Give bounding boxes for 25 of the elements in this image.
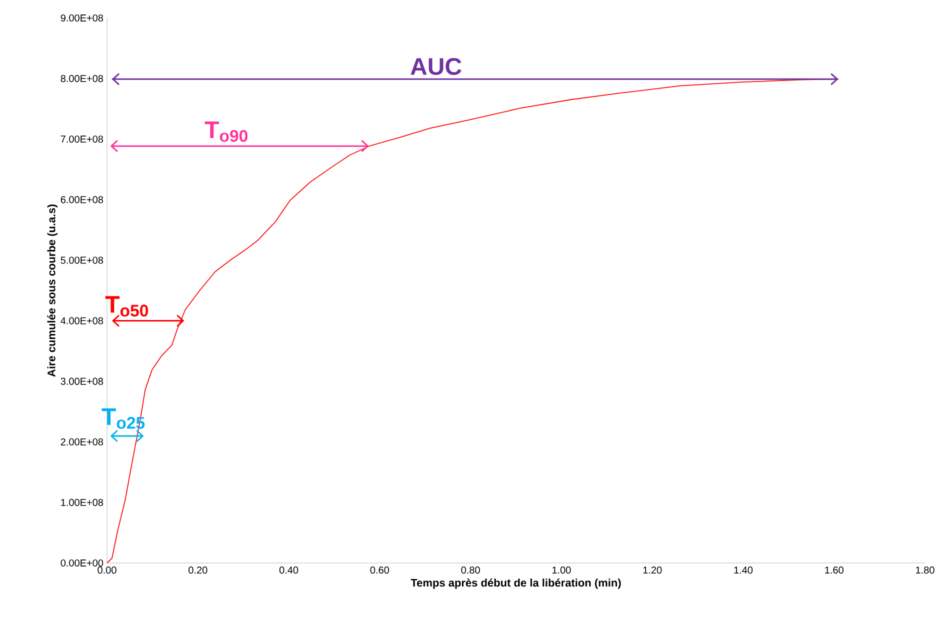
y-tick-label: 3.00E+08: [60, 378, 104, 385]
x-tick-label: 1.60: [825, 566, 844, 574]
x-tick-label: 0.40: [279, 566, 298, 574]
x-tick-label: 0.80: [461, 566, 480, 574]
x-tick-label: 0.00: [98, 566, 116, 574]
y-tick-label: 4.00E+08: [60, 317, 104, 324]
x-tick-label: 1.80: [916, 566, 934, 574]
y-tick-label: 8.00E+08: [60, 75, 104, 82]
annotation: T$_{o90}$: [204, 121, 248, 142]
y-tick-label: 2.00E+08: [60, 438, 104, 446]
annotation: T$_{o50}$: [105, 296, 148, 317]
y-tick-label: 7.00E+08: [60, 136, 104, 143]
x-tick-label: 1.00: [552, 566, 571, 574]
y-tick-label: 6.00E+08: [60, 196, 104, 204]
y-tick-label: 5.00E+08: [60, 256, 104, 264]
x-tick-label: 0.20: [188, 566, 208, 574]
ref-line-label: AUC: [410, 58, 462, 75]
y-tick-label: 0.00E+00: [60, 559, 104, 567]
x-tick-label: 0.60: [370, 566, 390, 574]
y-axis-title: Aire cumulée sous courbe (u.a.s): [47, 204, 58, 377]
x-axis-title: Temps après début de la libération (min): [410, 578, 621, 589]
x-tick-label: 1.40: [734, 566, 753, 574]
x-tick-label: 1.20: [643, 566, 662, 574]
y-tick-label: 9.00E+08: [60, 14, 104, 22]
y-tick-label: 1.00E+08: [61, 498, 104, 506]
